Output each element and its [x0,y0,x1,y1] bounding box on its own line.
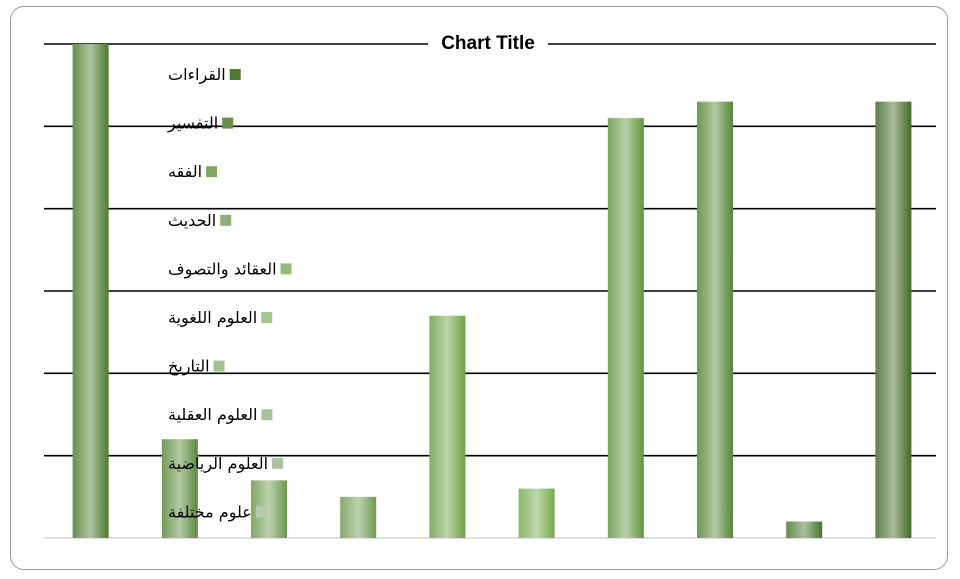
legend-marker [206,166,218,178]
bars [72,44,912,538]
legend-marker [261,409,273,421]
bar [607,118,644,538]
bar [429,315,466,538]
legend-label: الحديث [168,211,216,230]
legend-label: العقائد والتصوف [168,259,277,279]
legend-label: العلوم اللغوية [168,308,257,328]
legend-label: العلوم العقلية [168,405,257,425]
legend-marker [272,457,284,469]
legend-marker [280,263,292,275]
bar [161,439,198,538]
bar [340,496,377,538]
bar [518,488,555,538]
bar [697,101,733,538]
legend-marker [229,69,241,80]
legend-label: علوم مختلفة [168,502,252,522]
title-backdrop [428,32,548,54]
legend-marker [213,360,225,372]
legend-marker [255,506,267,518]
legend-label: التاريخ [168,357,210,377]
legend-label: الفقه [168,162,202,181]
legend-label: العلوم الرياضية [168,454,268,474]
legend-marker [220,214,232,226]
legend-marker [222,117,234,129]
legend-label: القراءات [168,65,226,85]
legend-label: التفسير [167,114,218,134]
legend-marker [261,312,273,323]
bar [786,521,823,538]
bar [72,44,109,538]
legend: القراءات التفسير الفقه الحديث العقائد والتصو… [167,65,292,522]
bar [875,101,912,538]
chart-title: Chart Title [441,33,535,54]
